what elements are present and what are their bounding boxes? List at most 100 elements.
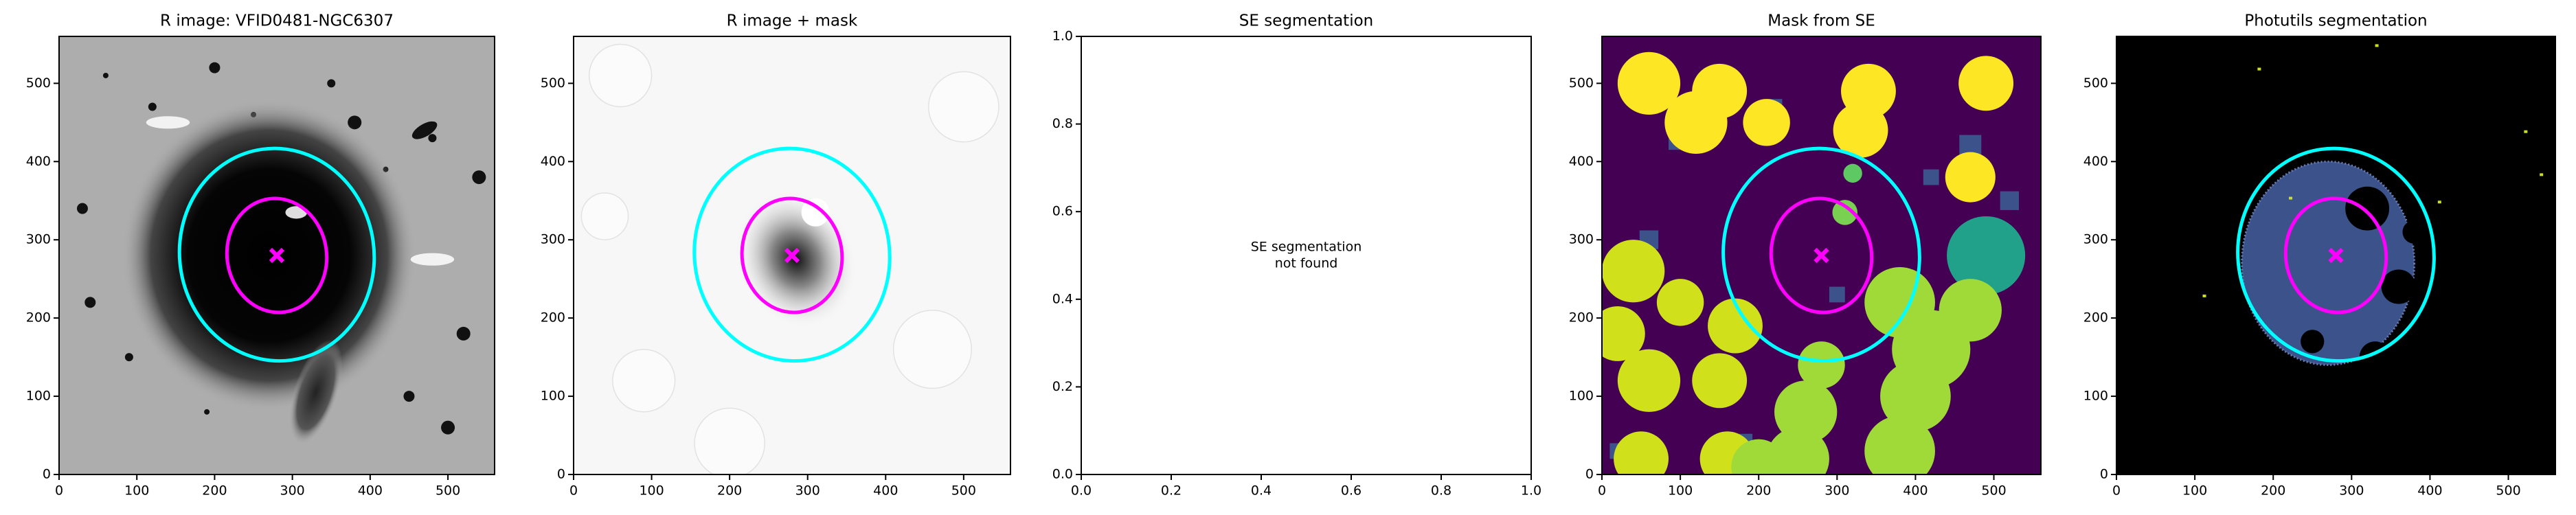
annotation: SE segmentation xyxy=(1251,240,1362,255)
edge-on-galaxy xyxy=(410,253,455,266)
mask-outline xyxy=(588,43,653,108)
small-segment xyxy=(2257,67,2261,71)
x-tick-label: 100 xyxy=(124,483,149,499)
small-segment xyxy=(2437,201,2441,204)
y-tick-label: 200 xyxy=(2083,310,2108,325)
star xyxy=(102,72,109,78)
panel-title: Mask from SE xyxy=(1767,12,1875,30)
y-tick-label: 100 xyxy=(2083,389,2108,404)
y-tick-label: 400 xyxy=(2083,154,2108,169)
axes-frame xyxy=(58,36,495,475)
mask-circle xyxy=(1602,240,1665,303)
mask-circle xyxy=(1731,439,1787,474)
mask-circle xyxy=(1617,349,1681,412)
outer-ellipse xyxy=(177,146,376,363)
masked-star xyxy=(801,198,830,227)
mask-circle xyxy=(1832,200,1857,225)
star xyxy=(456,326,471,341)
x-tick-label: 400 xyxy=(873,483,898,499)
y-tick-label: 0.6 xyxy=(1052,204,1073,219)
mask-outline xyxy=(892,310,972,389)
y-tick-label: 400 xyxy=(1569,154,1594,169)
mask-outline xyxy=(928,71,999,143)
mask-square xyxy=(2000,191,2020,210)
x-tick-label: 100 xyxy=(1668,483,1693,499)
outer-ellipse xyxy=(692,146,892,363)
mask-circle xyxy=(1708,298,1763,354)
outer-ellipse xyxy=(1721,146,1921,363)
star xyxy=(84,297,96,308)
y-tick-label: 400 xyxy=(541,154,565,169)
y-tick-label: 200 xyxy=(541,310,565,325)
y-tick-label: 500 xyxy=(2083,76,2108,91)
inner-ellipse xyxy=(740,196,844,314)
y-tick-label: 200 xyxy=(26,310,51,325)
y-tick-label: 0.0 xyxy=(1052,467,1073,482)
panel: Mask from SE 0 100 200 300 400 500 0 100 200 300 40… xyxy=(1569,12,2042,499)
center-marker xyxy=(269,247,285,264)
saturated-star xyxy=(285,206,308,219)
mask-circle xyxy=(1692,353,1748,409)
star xyxy=(403,391,415,402)
panel-title: R image: VFID0481-NGC6307 xyxy=(160,12,394,30)
star xyxy=(428,134,437,143)
star xyxy=(148,102,157,111)
x-tick-label: 400 xyxy=(2417,483,2442,499)
x-tick-label: 100 xyxy=(639,483,664,499)
x-tick-label: 200 xyxy=(717,483,742,499)
mask-circle xyxy=(1843,163,1862,183)
mask-square xyxy=(1829,286,1845,303)
mask-circle xyxy=(1602,306,1645,361)
y-tick-label: 200 xyxy=(1569,310,1594,325)
x-tick-label: 200 xyxy=(202,483,227,499)
small-segment xyxy=(2202,294,2206,297)
mask-circle xyxy=(1798,341,1845,389)
star xyxy=(472,170,486,185)
x-tick-label: 0.4 xyxy=(1251,483,1272,499)
mask-circle xyxy=(1656,279,1704,326)
y-tick-label: 300 xyxy=(541,232,565,247)
y-tick-label: 0.2 xyxy=(1052,379,1073,394)
panel: Photutils segmentation 0 100 200 300 400 500 0 1… xyxy=(2083,12,2556,499)
annotation: not found xyxy=(1275,256,1338,271)
star xyxy=(327,79,336,88)
y-tick-label: 100 xyxy=(1569,389,1594,404)
x-tick-label: 0.8 xyxy=(1431,483,1451,499)
mask-circle xyxy=(1774,380,1838,444)
outer-ellipse xyxy=(2236,146,2436,363)
bright-galaxy xyxy=(411,121,438,139)
x-tick-label: 400 xyxy=(358,483,383,499)
panel: R image + mask 0 100 200 300 400 500 0 100 200 300… xyxy=(541,12,1011,499)
mask-circle xyxy=(1664,91,1728,154)
y-tick-label: 0.8 xyxy=(1052,116,1073,131)
small-segment xyxy=(2289,196,2293,200)
x-tick-label: 100 xyxy=(2182,483,2207,499)
mask-circle xyxy=(1947,216,2026,295)
x-tick-label: 500 xyxy=(951,483,976,499)
y-tick-label: 100 xyxy=(26,389,51,404)
x-tick-label: 300 xyxy=(2339,483,2364,499)
y-tick-label: 0 xyxy=(43,467,51,482)
x-tick-label: 200 xyxy=(1746,483,1771,499)
axes-frame xyxy=(1081,36,1532,475)
x-tick-label: 200 xyxy=(2261,483,2285,499)
x-tick-label: 0.0 xyxy=(1071,483,1092,499)
y-tick-label: 0.4 xyxy=(1052,291,1073,306)
center-marker xyxy=(2328,247,2344,264)
y-tick-label: 500 xyxy=(1569,76,1594,91)
panel-title: SE segmentation xyxy=(1239,12,1373,30)
masked-hole xyxy=(2345,186,2390,231)
inner-ellipse xyxy=(1769,196,1874,314)
y-tick-label: 100 xyxy=(541,389,565,404)
image-area xyxy=(2116,36,2555,474)
x-tick-label: 1.0 xyxy=(1521,483,1541,499)
panel-title: Photutils segmentation xyxy=(2244,12,2427,30)
axes-frame xyxy=(573,36,1011,475)
y-tick-label: 500 xyxy=(541,76,565,91)
star xyxy=(76,203,88,214)
mask-circle xyxy=(1958,56,2014,111)
image-area xyxy=(59,36,495,474)
x-tick-label: 0.6 xyxy=(1341,483,1362,499)
y-tick-label: 0 xyxy=(2100,467,2108,482)
